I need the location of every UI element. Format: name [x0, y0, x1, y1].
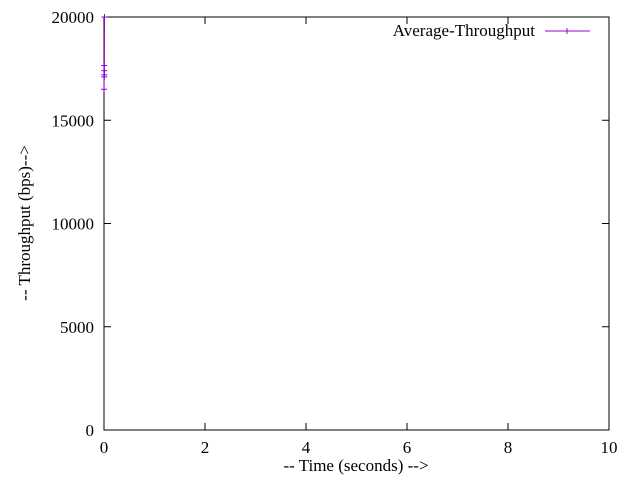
data-point-marker — [101, 62, 108, 69]
legend-label: Average-Throughput — [393, 21, 536, 40]
x-tick-label: 6 — [403, 438, 412, 457]
legend: Average-Throughput — [393, 21, 590, 40]
x-tick-label: 4 — [302, 438, 311, 457]
x-axis-label: -- Time (seconds) --> — [283, 456, 428, 475]
y-tick-label: 5000 — [60, 318, 94, 337]
y-tick-label: 10000 — [52, 215, 95, 234]
x-tick-label: 8 — [504, 438, 513, 457]
y-tick-label: 15000 — [52, 111, 95, 130]
x-tick-label: 10 — [601, 438, 618, 457]
y-tick-label: 20000 — [52, 8, 95, 27]
x-tick-label: 0 — [100, 438, 109, 457]
plot-area — [103, 16, 610, 431]
y-axis-label: -- Throughput (bps)--> — [15, 145, 34, 301]
data-point-marker — [101, 86, 108, 93]
data-point-marker — [101, 14, 108, 20]
x-tick-label: 2 — [201, 438, 210, 457]
y-tick-label: 0 — [86, 421, 95, 440]
data-point-marker — [101, 71, 108, 78]
